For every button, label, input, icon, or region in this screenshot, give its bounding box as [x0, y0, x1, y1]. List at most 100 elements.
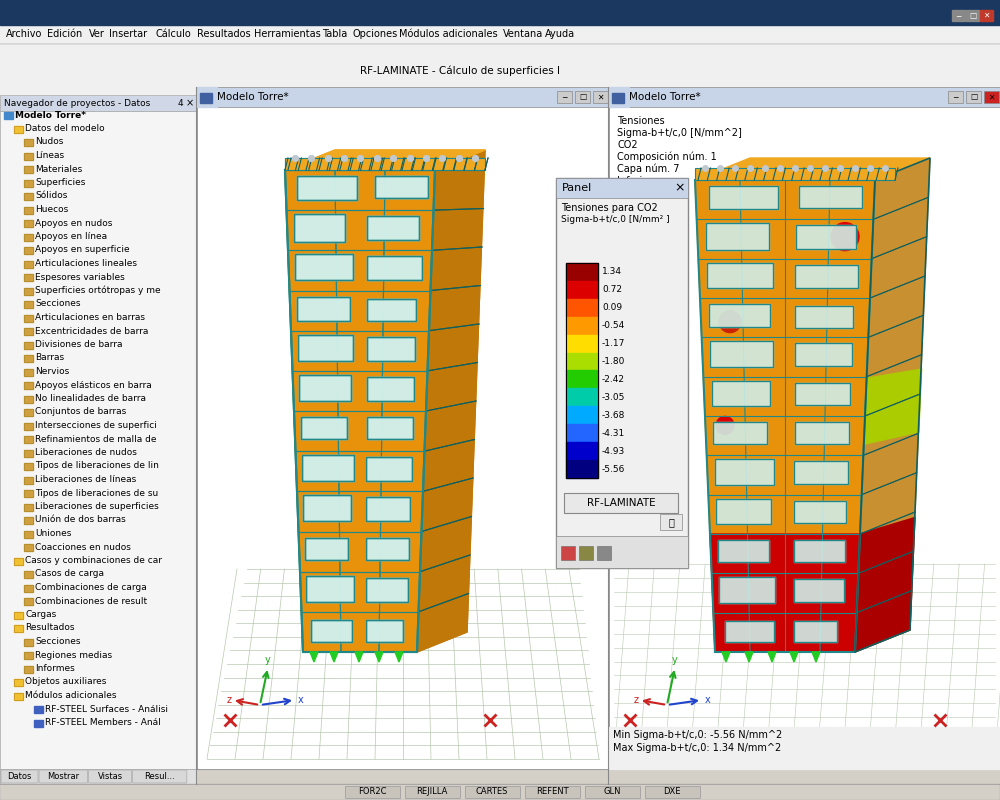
Text: 1.34: 1.34	[602, 267, 622, 277]
Text: Datos del modelo: Datos del modelo	[25, 124, 105, 133]
Polygon shape	[864, 369, 922, 444]
Text: Ver: Ver	[89, 29, 105, 39]
Bar	[695, 168, 895, 180]
Bar	[14, 126, 23, 133]
Text: □: □	[579, 93, 586, 102]
Polygon shape	[366, 578, 408, 602]
Text: Combinaciones de result: Combinaciones de result	[35, 597, 147, 606]
Text: -1.80: -1.80	[602, 357, 625, 366]
Bar	[405, 786, 460, 798]
Bar	[556, 178, 688, 568]
Polygon shape	[294, 214, 345, 242]
Text: Vistas: Vistas	[97, 772, 123, 781]
Polygon shape	[299, 375, 351, 401]
Polygon shape	[855, 158, 930, 652]
Polygon shape	[302, 455, 354, 482]
Bar	[984, 91, 999, 103]
Polygon shape	[297, 297, 350, 321]
Polygon shape	[285, 150, 485, 170]
Polygon shape	[367, 216, 419, 240]
Polygon shape	[305, 538, 348, 560]
Text: Herramientas: Herramientas	[254, 29, 321, 39]
Polygon shape	[285, 170, 435, 652]
Bar	[609, 727, 1000, 769]
Text: □: □	[969, 11, 976, 20]
Circle shape	[719, 310, 741, 333]
Polygon shape	[367, 377, 414, 401]
Polygon shape	[695, 180, 875, 652]
Polygon shape	[303, 495, 351, 522]
Bar	[24, 503, 33, 510]
Polygon shape	[311, 620, 352, 642]
Polygon shape	[366, 620, 403, 642]
Bar	[24, 422, 33, 430]
Text: Materiales: Materiales	[35, 165, 82, 174]
Polygon shape	[285, 170, 435, 652]
Bar	[24, 477, 33, 483]
Text: -2.42: -2.42	[602, 375, 625, 384]
Polygon shape	[718, 540, 768, 562]
Bar	[24, 409, 33, 416]
Bar	[24, 638, 33, 646]
Polygon shape	[713, 422, 767, 443]
Bar	[24, 666, 33, 673]
Bar	[197, 87, 217, 107]
Polygon shape	[367, 337, 415, 361]
Text: -1.17: -1.17	[602, 339, 625, 348]
Text: Liberaciones de superficies: Liberaciones de superficies	[35, 502, 159, 511]
Text: Liberaciones de líneas: Liberaciones de líneas	[35, 475, 136, 484]
Text: -5.56: -5.56	[602, 465, 625, 474]
Bar	[610, 108, 999, 768]
Bar	[24, 314, 33, 322]
Bar	[24, 382, 33, 389]
Bar	[609, 87, 1000, 107]
Bar	[24, 598, 33, 605]
Polygon shape	[367, 298, 416, 321]
Polygon shape	[306, 576, 354, 602]
Text: ─: ─	[953, 93, 958, 102]
Polygon shape	[417, 150, 485, 652]
Bar	[24, 206, 33, 214]
Text: 4: 4	[178, 98, 184, 107]
Text: Informes: Informes	[35, 664, 75, 673]
Bar	[597, 546, 611, 560]
Text: Tipos de liberaciones de su: Tipos de liberaciones de su	[35, 489, 158, 498]
Bar	[566, 353, 598, 370]
Bar	[200, 93, 212, 103]
Text: REFENT: REFENT	[536, 787, 568, 797]
Text: Módulos adicionales: Módulos adicionales	[399, 29, 498, 39]
Polygon shape	[297, 176, 357, 200]
Bar	[24, 517, 33, 524]
Text: Nervios: Nervios	[35, 367, 69, 376]
Text: Tipos de liberaciones de lin: Tipos de liberaciones de lin	[35, 462, 159, 470]
Bar	[24, 287, 33, 294]
Polygon shape	[790, 652, 798, 662]
Text: Barras: Barras	[35, 354, 64, 362]
Polygon shape	[366, 457, 412, 482]
Bar	[0, 784, 1000, 800]
Bar	[966, 91, 981, 103]
Polygon shape	[367, 417, 413, 439]
Bar	[24, 206, 33, 214]
Bar	[24, 234, 33, 241]
Bar	[14, 625, 23, 632]
Polygon shape	[367, 216, 419, 240]
Text: Regiones medias: Regiones medias	[35, 650, 112, 659]
Text: Apoyos en línea: Apoyos en línea	[35, 232, 107, 241]
Text: Coacciones en nudos: Coacciones en nudos	[35, 542, 131, 551]
FancyBboxPatch shape	[132, 770, 187, 783]
Text: Capa núm. 7: Capa núm. 7	[617, 164, 680, 174]
Bar	[24, 342, 33, 349]
Text: CO2: CO2	[617, 140, 638, 150]
Text: REJILLA: REJILLA	[416, 787, 448, 797]
Polygon shape	[295, 254, 353, 281]
Polygon shape	[795, 265, 858, 288]
Bar	[566, 299, 598, 317]
Polygon shape	[295, 254, 353, 281]
FancyBboxPatch shape	[1, 770, 38, 783]
Polygon shape	[355, 652, 363, 662]
Bar	[24, 139, 33, 146]
Polygon shape	[366, 538, 409, 560]
Text: Archivo: Archivo	[6, 29, 42, 39]
Text: Sólidos: Sólidos	[35, 191, 67, 201]
